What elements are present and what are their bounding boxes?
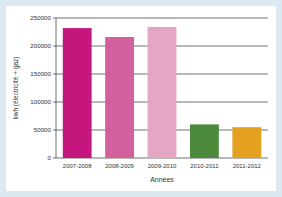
category-label: 2009-2010 bbox=[148, 163, 177, 169]
bar bbox=[105, 37, 134, 158]
bar bbox=[190, 124, 219, 158]
panel bbox=[6, 6, 276, 191]
frame bbox=[0, 0, 282, 197]
tick bbox=[53, 130, 56, 131]
tick bbox=[53, 158, 56, 159]
grid-line bbox=[56, 18, 268, 19]
tick bbox=[53, 74, 56, 75]
x-axis-label: Années bbox=[150, 176, 174, 183]
tick bbox=[53, 46, 56, 47]
category-label: 2007-2008 bbox=[63, 163, 92, 169]
tick-label: 250000 bbox=[30, 14, 51, 21]
tick-label: 50000 bbox=[34, 126, 52, 133]
bar bbox=[232, 127, 261, 158]
category-label: 2010-2011 bbox=[190, 163, 219, 169]
bar bbox=[63, 28, 92, 158]
bars bbox=[63, 27, 261, 158]
tick-label: 0 bbox=[48, 154, 52, 161]
y-axis-label: kwh (électricité + gaz) bbox=[12, 56, 20, 119]
category-label: 2008-2009 bbox=[105, 163, 134, 169]
y-axis bbox=[56, 18, 57, 158]
bar bbox=[148, 27, 177, 158]
tick bbox=[53, 102, 56, 103]
tick-label: 100000 bbox=[30, 98, 51, 105]
chart: 0 50000 100000 150000 200000 250000 2007-2008 2… bbox=[0, 0, 282, 197]
tick bbox=[53, 18, 56, 19]
tick-label: 150000 bbox=[30, 70, 51, 77]
tick-label: 200000 bbox=[30, 42, 51, 49]
category-label: 2011-2012 bbox=[233, 163, 262, 169]
